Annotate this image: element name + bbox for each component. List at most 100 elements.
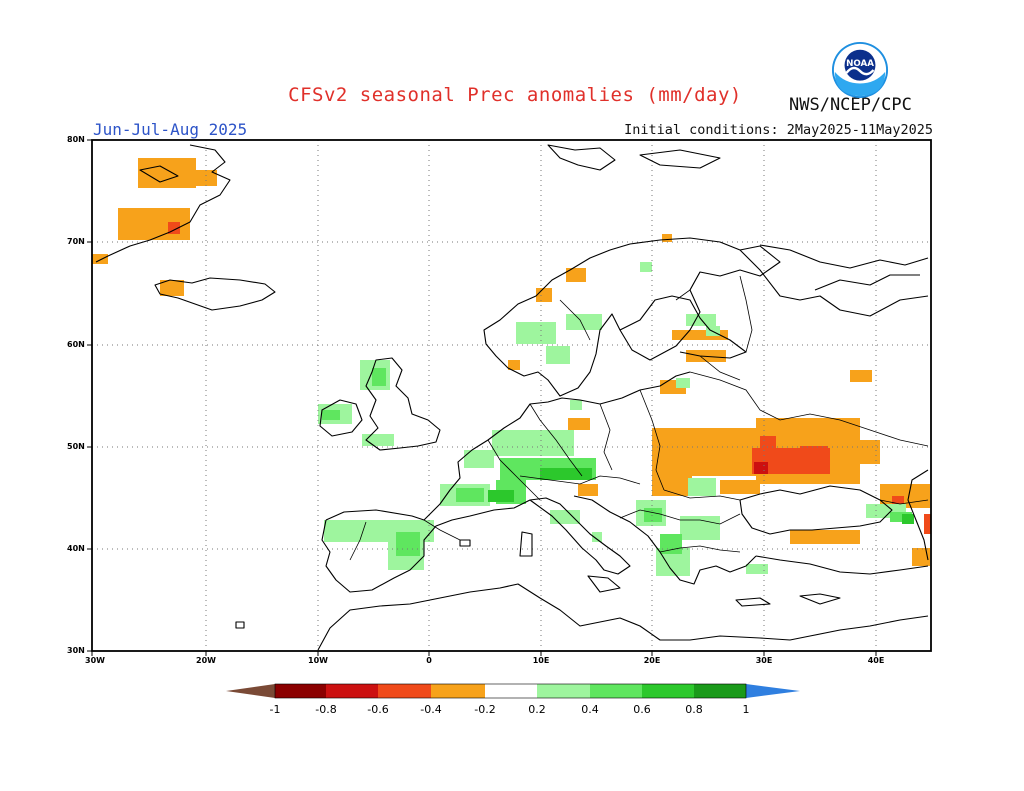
border-poland-belarus [639, 389, 665, 491]
lat-label-70n: 70N [67, 237, 85, 246]
crete-coast [735, 597, 771, 607]
graticule [92, 140, 931, 651]
dry-anomaly-czechia [568, 418, 590, 430]
dry-anomaly-caucasus-core [892, 496, 904, 506]
colorbar-bin [378, 684, 431, 698]
dry-anomaly-central-ukraine-north [760, 436, 776, 448]
agency-label: NWS/NCEP/CPC [789, 95, 912, 115]
initial-conditions-label: Initial conditions: 2May2025-11May2025 [624, 122, 933, 138]
colorbar-label: 0.6 [633, 703, 651, 716]
wet-anomaly-lapland [640, 262, 652, 272]
barents-coast [814, 274, 920, 291]
axis-ticks [87, 139, 877, 656]
russia-north-coast [759, 244, 929, 269]
wet-anomaly-sweden-south [546, 346, 570, 364]
colorbar-label: -0.6 [367, 703, 389, 716]
wet-anomaly-alps-core [540, 468, 592, 480]
colorbar-label: 1 [742, 703, 750, 716]
dry-anomaly-cells [92, 158, 930, 566]
border-greece [659, 545, 741, 553]
dry-anomaly-caucasus-south [912, 548, 930, 566]
colorbar-bin [275, 684, 326, 698]
colorbar-bin [326, 684, 378, 698]
colorbar-outline [274, 683, 747, 699]
dry-anomaly-ukraine-core [754, 462, 768, 474]
dry-anomaly-caspian [924, 514, 931, 534]
dry-anomaly-russia-south [858, 440, 880, 464]
border-balkans [619, 509, 741, 525]
greenland-island [139, 165, 179, 183]
wet-anomaly-italy-central [592, 532, 602, 542]
dry-anomaly-ukraine-east-core [800, 446, 828, 462]
sardinia-coast [519, 531, 533, 557]
lat-label-80n: 80N [67, 135, 85, 144]
balkans-coast [573, 495, 757, 585]
iceland-coast [154, 277, 276, 311]
wet-anomaly-italy-north [550, 510, 580, 524]
dry-anomaly-iceland-north-west-east [185, 170, 217, 186]
border-finland-russia [739, 275, 753, 353]
colorbar-label: -1 [269, 703, 281, 716]
north-africa-coast [317, 583, 929, 651]
colorbar-label: 0.8 [685, 703, 703, 716]
dry-anomaly-cells-very-strong [754, 462, 768, 474]
black-sea-coast [739, 485, 893, 535]
turkey-coast [755, 555, 929, 575]
map-title: CFSv2 seasonal Prec anomalies (mm/day) [288, 84, 742, 106]
italy-coast [529, 497, 631, 575]
wet-anomaly-ireland-core [322, 410, 340, 420]
coastlines [95, 144, 929, 651]
great-britain-coast [365, 357, 441, 451]
wet-anomaly-romania [688, 478, 716, 496]
colorbar-bin [485, 684, 537, 698]
colorbar-bin [694, 684, 746, 698]
wet-anomaly-scotland-core [372, 368, 386, 386]
wet-anomaly-georgia [890, 512, 912, 522]
noaa-logo-text: NOAA [846, 59, 874, 69]
ireland-coast [319, 399, 363, 437]
wet-anomaly-germany [492, 430, 574, 456]
border-poland-czechia [599, 403, 613, 471]
border-finland-sweden [675, 271, 701, 301]
wet-anomaly-alps-south-west [488, 490, 514, 502]
svalbard-coast [547, 144, 616, 171]
wet-anomaly-spain-east-core [396, 532, 420, 556]
wet-anomaly-sweden-north [566, 314, 602, 330]
franz-josef-coast [639, 149, 721, 169]
border-russia-belarus [689, 371, 929, 447]
dry-anomaly-svalbard-south [92, 254, 108, 264]
wet-anomaly-georgia-core [902, 514, 914, 524]
lon-label-10e: 10E [532, 656, 550, 665]
dry-anomaly-russia-west [850, 370, 872, 382]
border-germany-poland [529, 403, 583, 477]
lat-label-30n: 30N [67, 646, 85, 655]
border-alps [519, 475, 641, 485]
dry-anomaly-belarus-ukraine [652, 428, 762, 476]
dry-anomaly-turkey-north [790, 530, 860, 544]
colorbar [226, 683, 800, 699]
finland-coast [619, 295, 747, 359]
colorbar-label: -0.8 [315, 703, 337, 716]
sicily-coast [587, 575, 621, 593]
colorbar-label: 0.4 [581, 703, 599, 716]
europe-north-coast [325, 371, 691, 521]
colorbar-bin [431, 684, 485, 698]
dry-anomaly-faroe-islands [160, 280, 184, 296]
colorbar-arrow-below [226, 684, 275, 698]
dry-anomaly-cells-strong [168, 222, 931, 534]
lat-label-50n: 50N [67, 442, 85, 451]
colorbar-label: 0.2 [528, 703, 546, 716]
lon-label-30w: 30W [85, 656, 105, 665]
wet-anomaly-cells-strong [488, 468, 914, 524]
wet-anomaly-aegean [746, 564, 768, 574]
dry-anomaly-norway-north-coast-east [566, 268, 586, 282]
colorbar-bin [590, 684, 642, 698]
wet-anomaly-france-north [464, 450, 494, 468]
iberia-coast [321, 499, 531, 593]
noaa-logo-icon: NOAA [831, 41, 889, 99]
madeira-coast [235, 621, 245, 629]
lon-label-30e: 30E [755, 656, 773, 665]
greenland-coast [95, 144, 231, 263]
colorbar-label: -0.4 [420, 703, 442, 716]
wet-anomaly-norway-south [516, 322, 556, 344]
